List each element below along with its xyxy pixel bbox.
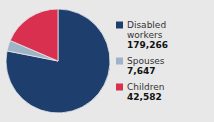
category-label: Spouses (127, 56, 165, 66)
pie (6, 9, 110, 113)
chart-container: Disabledworkers179,266 Spouses7,647 Childr… (0, 0, 214, 122)
labels: Disabledworkers179,266 Spouses7,647 Childr… (116, 20, 168, 102)
label-swatch (116, 84, 123, 91)
label-swatch (116, 22, 123, 29)
data-label: 42,582 (127, 92, 162, 102)
category-label: Disabledworkers (127, 20, 166, 40)
category-label: Children (127, 82, 164, 92)
pie-slice (6, 9, 110, 113)
pie-slice (10, 9, 58, 61)
chart: Disabledworkers179,266 Spouses7,647 Childr… (0, 0, 214, 122)
data-label: 179,266 (127, 40, 168, 50)
data-label: 7,647 (127, 66, 155, 76)
background (0, 0, 214, 122)
label-swatch (116, 58, 123, 65)
